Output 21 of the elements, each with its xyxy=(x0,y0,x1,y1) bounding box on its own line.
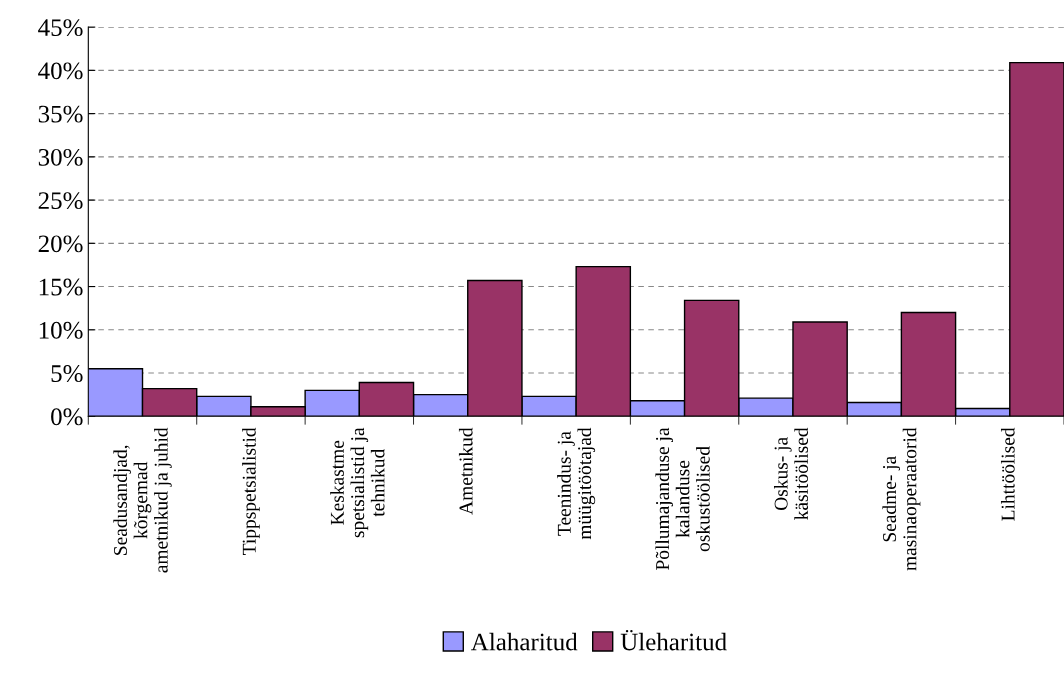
y-tick-label: 45% xyxy=(38,19,83,37)
y-tick-label: 5% xyxy=(51,365,83,383)
x-tick-label: Tippspetsialistid xyxy=(242,427,260,555)
x-tick-label: Seadme- ja masinaoperaatorid xyxy=(882,427,921,571)
x-tick-label: Oskus- ja käsitöölised xyxy=(773,427,809,520)
y-tick-label: 0% xyxy=(51,408,83,426)
x-tick-label: Lihttöölised xyxy=(1000,427,1015,521)
x-tick-label: Keskastme spetsialistid ja tehnikud xyxy=(330,427,385,538)
x-tick-label: Teenindus- ja müügitöötajad xyxy=(557,427,596,540)
y-tick-label: 35% xyxy=(38,105,83,123)
y-tick-label: 10% xyxy=(39,321,83,339)
y-tick-label: 40% xyxy=(38,62,83,80)
x-tick-label: Põllumajanduse ja kalanduse oskustöölised xyxy=(655,427,710,570)
x-tick-label: Ametnikud xyxy=(458,427,473,515)
y-tick-label: 30% xyxy=(38,148,83,166)
y-tick-label: 25% xyxy=(38,192,83,210)
y-tick-label: 20% xyxy=(38,235,83,253)
legend-label: Üleharitud xyxy=(620,629,727,651)
y-tick-label: 15% xyxy=(39,278,83,296)
legend-label: Alaharitud xyxy=(471,632,578,651)
x-tick-label: Seadusandjad, kõrgemad ametnikud ja juhid xyxy=(113,427,172,573)
